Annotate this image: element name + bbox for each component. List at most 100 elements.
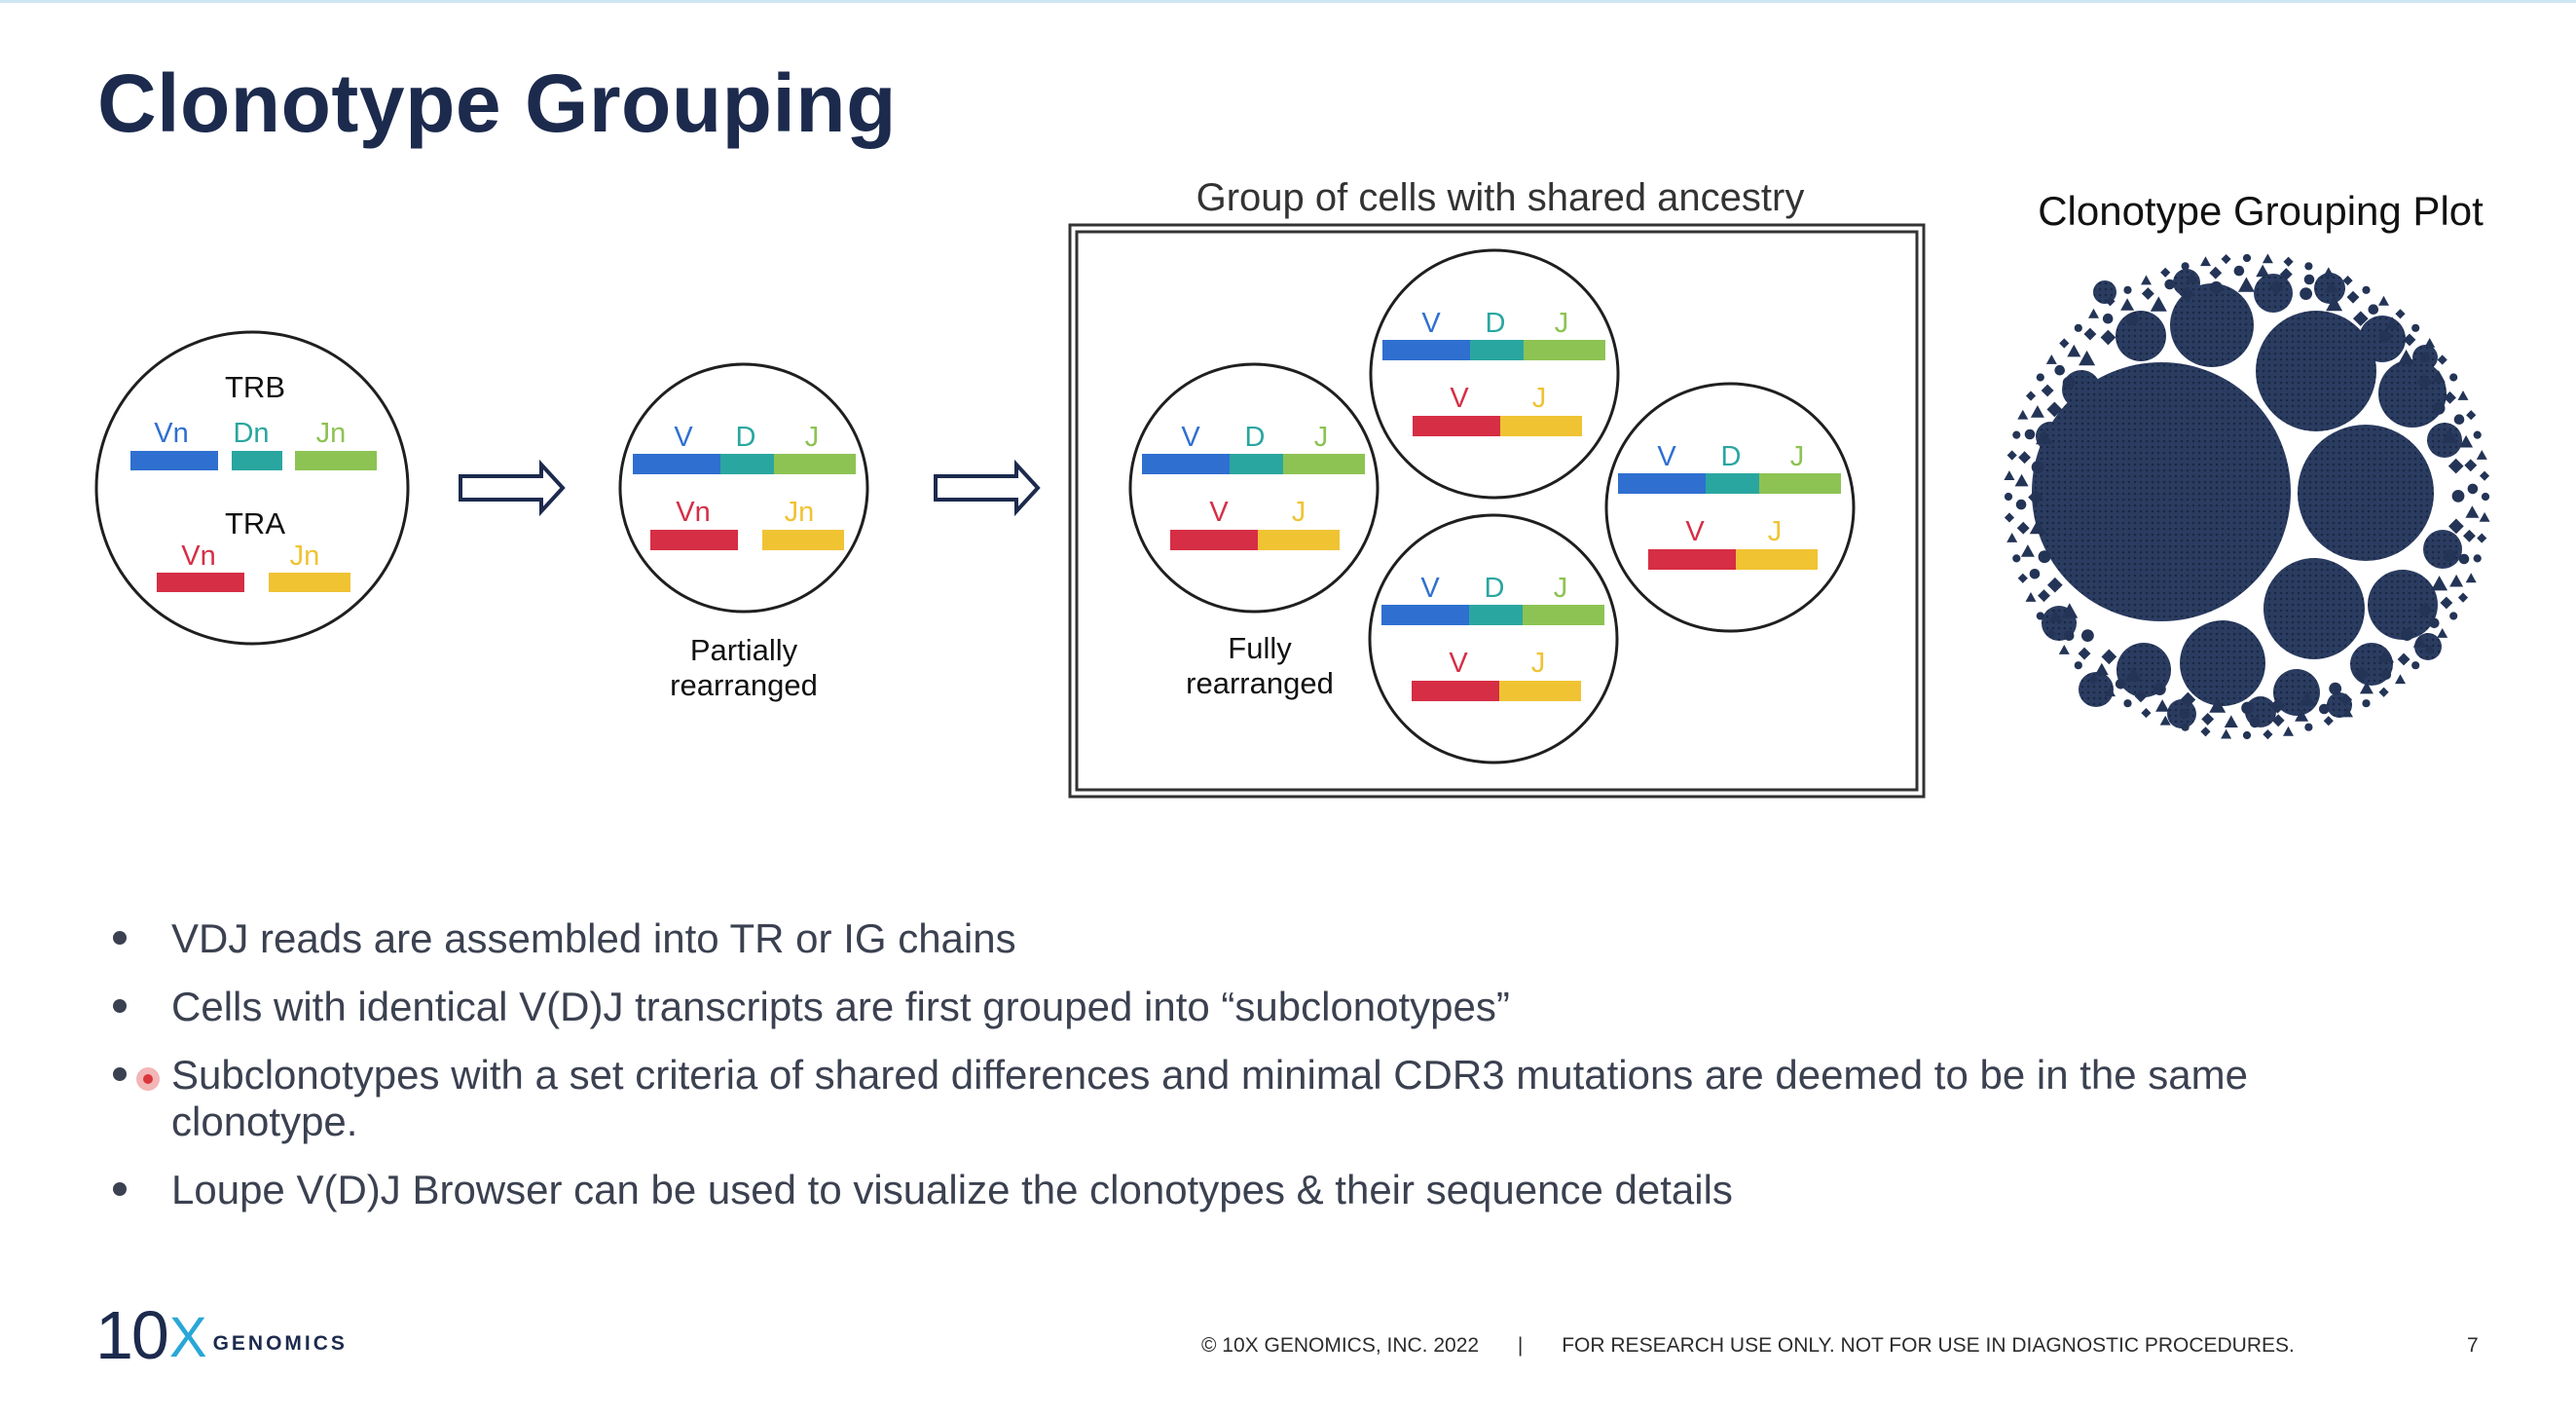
small-clone-marker (2059, 338, 2070, 349)
partial-vn-label: Vn (676, 497, 710, 528)
small-clone-marker (2074, 661, 2082, 670)
small-clone-marker (2424, 645, 2435, 655)
germline-cell-outline (94, 330, 410, 646)
small-clone-marker (2029, 519, 2046, 535)
small-clone-marker (2377, 648, 2395, 663)
small-clone-marker (2397, 652, 2410, 666)
left-d-segment (1230, 454, 1283, 474)
small-clone-marker (2458, 553, 2470, 565)
small-clone-marker (2479, 470, 2490, 481)
small-clone-marker (2242, 730, 2252, 740)
small-clone-marker (2271, 714, 2285, 727)
small-clone-marker (2449, 612, 2458, 620)
small-clone-marker (2062, 376, 2076, 390)
small-clone-marker (2153, 683, 2166, 695)
small-clone-marker (2018, 451, 2032, 465)
small-clone-marker (2221, 728, 2232, 739)
small-clone-marker (2179, 708, 2190, 720)
trb-jn-label: Jn (316, 418, 347, 449)
small-clone-marker (2079, 350, 2096, 366)
bullet-item: Loupe V(D)J Browser can be used to visua… (109, 1167, 2251, 1213)
top-v-label: V (1421, 308, 1441, 339)
clone-bubble (2062, 370, 2101, 409)
bullet-dot (113, 1182, 127, 1196)
small-clone-marker (2134, 689, 2148, 703)
small-clone-marker (2012, 554, 2021, 563)
small-clone-marker (2210, 280, 2223, 294)
small-clone-marker (2024, 429, 2036, 440)
small-clone-marker (2378, 330, 2392, 343)
small-clone-marker (2444, 391, 2456, 404)
trb-dn-label: Dn (233, 418, 269, 449)
small-clone-marker (2457, 391, 2469, 400)
small-clone-marker (2125, 313, 2139, 326)
small-clone-marker (2061, 603, 2079, 618)
small-clone-marker (2063, 630, 2075, 642)
small-clone-marker (2395, 309, 2406, 319)
clone-bubble (2254, 274, 2293, 313)
small-clone-marker (2017, 409, 2029, 420)
bullet-item: Subclonotypes with a set criteria of sha… (109, 1052, 2251, 1145)
right-d-segment (1706, 473, 1759, 494)
small-clone-marker (2221, 253, 2231, 265)
partial-jn-label: Jn (785, 497, 815, 528)
small-clone-marker (2209, 266, 2223, 279)
small-clone-marker (2155, 699, 2170, 712)
small-clone-marker (2233, 265, 2245, 277)
small-clone-marker (2038, 589, 2050, 603)
small-clone-marker (2395, 674, 2406, 685)
small-clone-marker (2058, 645, 2070, 654)
small-clone-marker (2412, 635, 2427, 648)
small-clone-marker (2324, 279, 2338, 293)
small-clone-marker (2473, 554, 2482, 563)
small-clone-marker (2346, 290, 2360, 304)
small-clone-marker (2385, 317, 2400, 329)
small-clone-marker (2185, 270, 2199, 283)
right-light-v-label: V (1685, 516, 1705, 547)
bottom-light-j-segment (1499, 681, 1581, 701)
partial-d-label: D (736, 422, 756, 453)
bottom-d-label: D (1485, 573, 1505, 604)
small-clone-marker (2181, 723, 2190, 731)
small-clone-marker (2398, 349, 2415, 365)
clone-bubble (2036, 422, 2065, 451)
small-clone-marker (2424, 338, 2436, 348)
small-clone-marker (2181, 262, 2190, 271)
full-caption-line1: Fully (1228, 631, 1292, 665)
small-clone-marker (2141, 707, 2152, 719)
group-cell-top-outline (1369, 248, 1620, 500)
small-clone-marker (2025, 391, 2037, 401)
partial-jn-segment (762, 530, 844, 550)
small-clone-marker (2447, 458, 2464, 474)
small-clone-marker (2081, 629, 2094, 642)
clone-bubble (2368, 570, 2438, 640)
small-clone-marker (2304, 262, 2313, 271)
small-clone-marker (2449, 373, 2458, 382)
partial-d-segment (720, 454, 774, 474)
small-clone-marker (2342, 707, 2353, 718)
plot-title: Clonotype Grouping Plot (2038, 188, 2484, 234)
small-clone-marker (2339, 693, 2353, 706)
top-light-v-label: V (1450, 383, 1469, 414)
top-accent-line (0, 0, 2576, 3)
small-clone-marker (2368, 304, 2379, 316)
small-clone-marker (2380, 669, 2392, 681)
small-clone-marker (2141, 275, 2152, 285)
partial-v-segment (633, 454, 720, 474)
left-v-segment (1142, 454, 1230, 474)
group-cell-left-outline (1128, 362, 1380, 614)
small-clone-marker (2304, 723, 2313, 731)
small-clone-marker (2362, 699, 2371, 708)
tra-vn-segment (157, 573, 244, 592)
small-clone-marker (2449, 574, 2464, 587)
small-clone-marker (2094, 662, 2109, 676)
arrow-right-icon (934, 459, 1041, 517)
right-j-segment (1759, 473, 1841, 494)
small-clone-marker (2025, 592, 2037, 602)
small-clone-marker (2120, 298, 2135, 311)
small-clone-marker (2479, 511, 2490, 522)
small-clone-marker (2054, 364, 2065, 376)
trb-vn-segment (130, 451, 218, 470)
footer-disclaimer: FOR RESEARCH USE ONLY. NOT FOR USE IN DI… (1562, 1334, 2295, 1357)
left-light-v-label: V (1209, 497, 1229, 528)
